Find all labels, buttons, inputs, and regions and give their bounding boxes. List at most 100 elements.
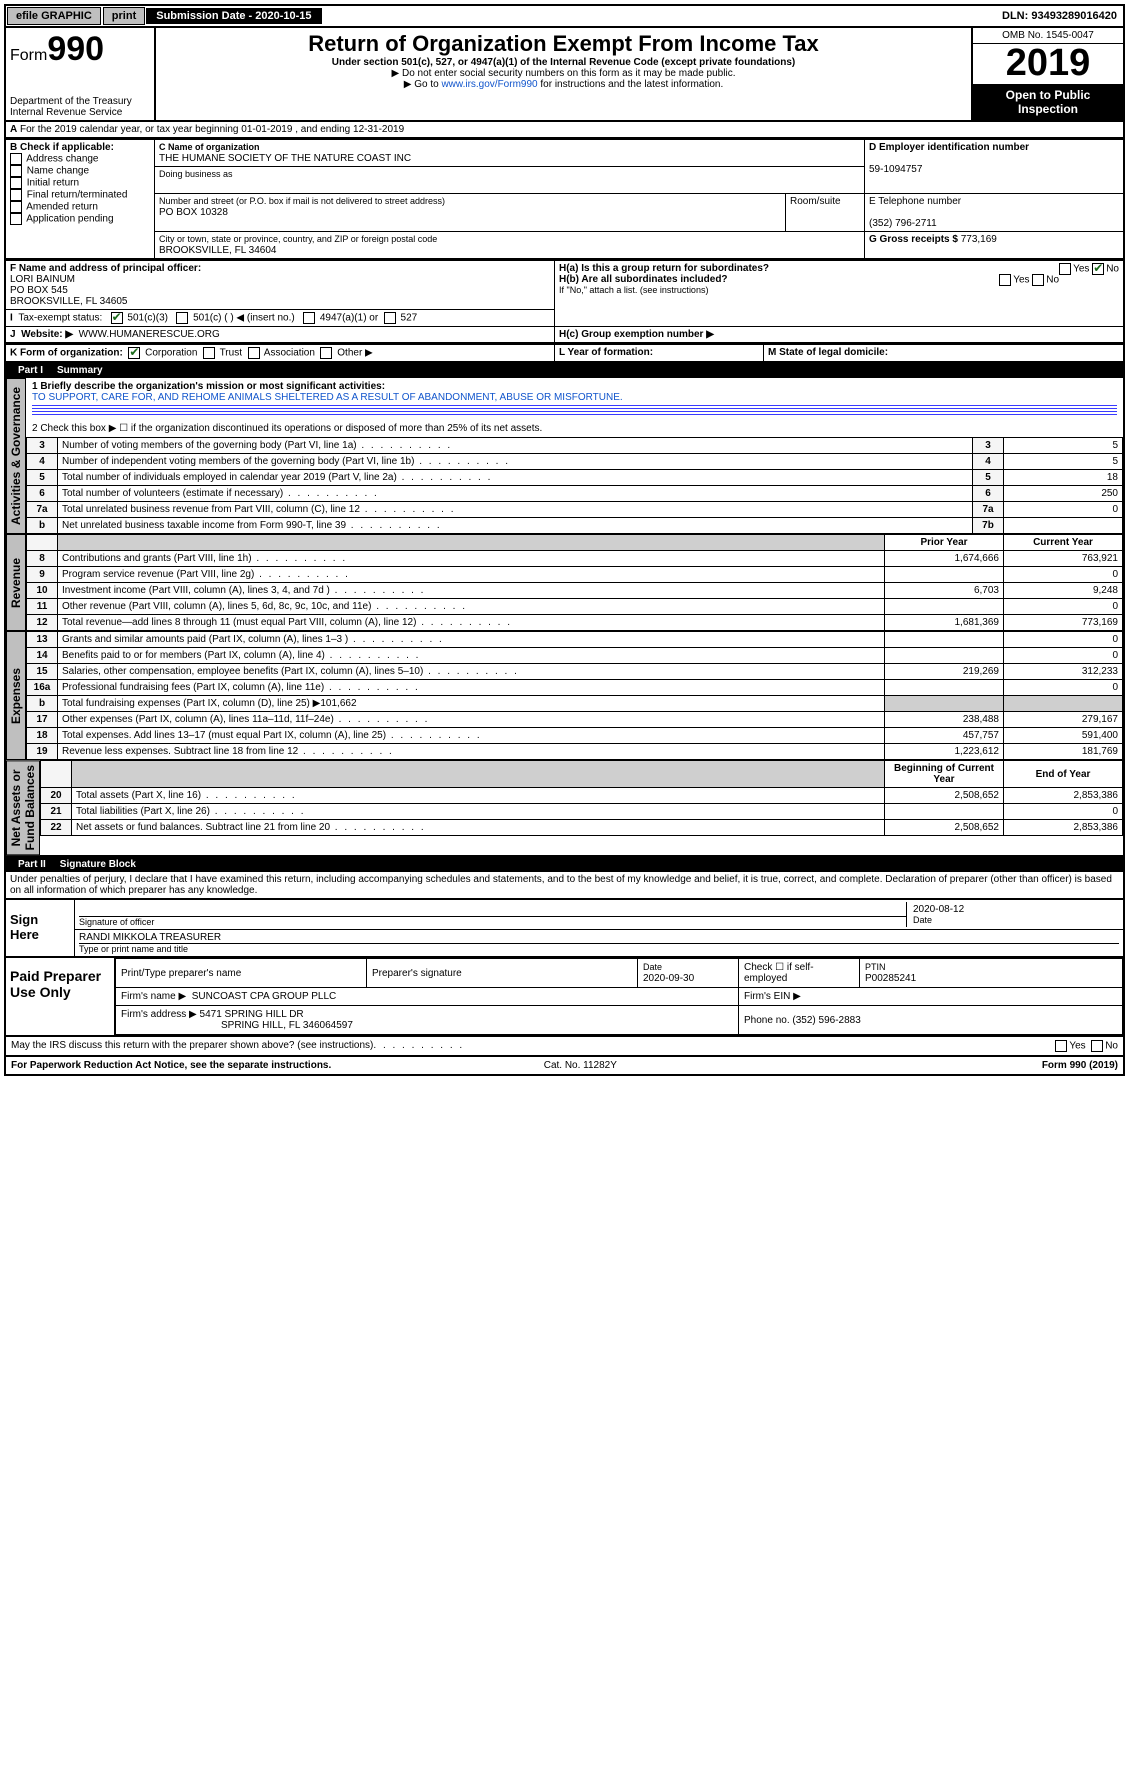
firm-addr2: SPRING HILL, FL 346064597: [221, 1020, 353, 1031]
firm-name: SUNCOAST CPA GROUP PLLC: [192, 991, 337, 1002]
vlabel-expenses: Expenses: [6, 631, 26, 760]
chk-4947[interactable]: [303, 312, 315, 324]
box-c-name-label: C Name of organization: [159, 142, 260, 152]
box-b-item[interactable]: Amended return: [10, 201, 150, 213]
addr-label: Number and street (or P.O. box if mail i…: [159, 196, 445, 206]
cat-no: Cat. No. 11282Y: [544, 1060, 617, 1071]
q1: 1 Briefly describe the organization's mi…: [26, 378, 1123, 420]
table-row: 8Contributions and grants (Part VIII, li…: [27, 551, 1123, 567]
chk-501c3[interactable]: [111, 312, 123, 324]
col-prep-name: Print/Type preparer's name: [116, 959, 367, 988]
table-row: 5Total number of individuals employed in…: [27, 470, 1123, 486]
sign-here-block: Sign Here Signature of officer 2020-08-1…: [4, 900, 1125, 958]
top-toolbar: efile GRAPHIC print Submission Date - 20…: [4, 4, 1125, 28]
box-b-label: B Check if applicable:: [10, 142, 150, 153]
col-self-employed: Check ☐ if self-employed: [739, 959, 860, 988]
chk-discuss-no[interactable]: [1091, 1040, 1103, 1052]
table-row: 11Other revenue (Part VIII, column (A), …: [27, 599, 1123, 615]
tax-year: 2019: [973, 44, 1123, 84]
netassets-rows: Beginning of Current YearEnd of Year20To…: [40, 760, 1123, 836]
table-row: bTotal fundraising expenses (Part IX, co…: [27, 696, 1123, 712]
form-subtitle-3: ▶ Go to www.irs.gov/Form990 for instruct…: [162, 79, 965, 90]
discuss-row: May the IRS discuss this return with the…: [4, 1037, 1125, 1057]
hb-label: H(b) Are all subordinates included? Yes …: [559, 274, 1119, 285]
revenue-rows: Prior YearCurrent Year8Contributions and…: [26, 534, 1123, 631]
sig-date-label: Date: [913, 915, 1113, 925]
table-row: 12Total revenue—add lines 8 through 11 (…: [27, 615, 1123, 631]
chk-other[interactable]: [320, 347, 332, 359]
irs-link[interactable]: www.irs.gov/Form990: [441, 79, 537, 90]
firm-ein-label: Firm's EIN ▶: [739, 988, 1123, 1006]
dba-label: Doing business as: [159, 169, 233, 179]
table-row: 16aProfessional fundraising fees (Part I…: [27, 680, 1123, 696]
row-k: K Form of organization: Corporation Trus…: [4, 344, 1125, 363]
prep-phone: (352) 596-2883: [792, 1015, 860, 1026]
addr-value: PO BOX 10328: [159, 207, 228, 218]
sig-date-value: 2020-08-12: [913, 904, 1113, 915]
col-prep-sig: Preparer's signature: [367, 959, 638, 988]
phone-value: (352) 796-2711: [869, 218, 937, 229]
form-subtitle-1: Under section 501(c), 527, or 4947(a)(1)…: [162, 57, 965, 68]
box-g-label: G Gross receipts $: [869, 234, 958, 245]
chk-discuss-yes[interactable]: [1055, 1040, 1067, 1052]
chk-assoc[interactable]: [248, 347, 260, 359]
box-b-item[interactable]: Initial return: [10, 177, 150, 189]
printed-name: RANDI MIKKOLA TREASURER: [79, 932, 1119, 944]
chk-corp[interactable]: [128, 347, 140, 359]
irs-label: Internal Revenue Service: [10, 107, 150, 118]
paid-preparer-block: Paid Preparer Use Only Print/Type prepar…: [4, 958, 1125, 1037]
chk-trust[interactable]: [203, 347, 215, 359]
box-e-label: E Telephone number: [869, 196, 961, 207]
hc-label: H(c) Group exemption number ▶: [555, 327, 1125, 344]
officer-group-table: F Name and address of principal officer:…: [4, 260, 1125, 344]
mission-text: TO SUPPORT, CARE FOR, AND REHOME ANIMALS…: [32, 392, 623, 403]
table-row: 10Investment income (Part VIII, column (…: [27, 583, 1123, 599]
box-l-label: L Year of formation:: [559, 347, 653, 358]
row-i: I Tax-exempt status: 501(c)(3) 501(c) ( …: [5, 310, 555, 327]
form-footer-label: Form 990 (2019): [1042, 1060, 1118, 1071]
vlabel-governance: Activities & Governance: [6, 378, 26, 534]
table-row: 17Other expenses (Part IX, column (A), l…: [27, 712, 1123, 728]
table-row: 6Total number of volunteers (estimate if…: [27, 486, 1123, 502]
table-row: 14Benefits paid to or for members (Part …: [27, 648, 1123, 664]
city-value: BROOKSVILLE, FL 34604: [159, 245, 276, 256]
governance-rows: 3Number of voting members of the governi…: [26, 437, 1123, 534]
form-title: Return of Organization Exempt From Incom…: [162, 31, 965, 57]
table-row: 13Grants and similar amounts paid (Part …: [27, 632, 1123, 648]
table-row: 15Salaries, other compensation, employee…: [27, 664, 1123, 680]
box-b-item[interactable]: Final return/terminated: [10, 189, 150, 201]
ptin-value: P00285241: [865, 973, 916, 984]
chk-527[interactable]: [384, 312, 396, 324]
vlabel-revenue: Revenue: [6, 534, 26, 631]
row-j: J Website: ▶ WWW.HUMANERESCUE.ORG: [5, 327, 555, 344]
q2: 2 Check this box ▶ ☐ if the organization…: [26, 420, 1123, 437]
box-b-item[interactable]: Name change: [10, 165, 150, 177]
identity-table: B Check if applicable: Address change Na…: [4, 139, 1125, 260]
expense-rows: 13Grants and similar amounts paid (Part …: [26, 631, 1123, 760]
page-footer: For Paperwork Reduction Act Notice, see …: [4, 1057, 1125, 1076]
sig-officer-label: Signature of officer: [79, 917, 906, 927]
dln-label: DLN: 93493289016420: [1002, 10, 1123, 22]
city-label: City or town, state or province, country…: [159, 234, 437, 244]
vlabel-netassets: Net Assets or Fund Balances: [6, 760, 40, 855]
org-name: THE HUMANE SOCIETY OF THE NATURE COAST I…: [159, 153, 411, 164]
box-b-item[interactable]: Application pending: [10, 213, 150, 225]
ha-label: H(a) Is this a group return for subordin…: [559, 263, 1119, 274]
box-d-label: D Employer identification number: [869, 142, 1029, 153]
form-subtitle-2: ▶ Do not enter social security numbers o…: [162, 68, 965, 79]
table-row: 18Total expenses. Add lines 13–17 (must …: [27, 728, 1123, 744]
box-f-label: F Name and address of principal officer:: [10, 263, 201, 274]
print-button[interactable]: print: [103, 7, 145, 25]
firm-addr1: 5471 SPRING HILL DR: [200, 1009, 304, 1020]
part2-header: Part IISignature Block: [6, 857, 1123, 872]
table-row: 3Number of voting members of the governi…: [27, 438, 1123, 454]
printed-label: Type or print name and title: [79, 944, 1119, 954]
box-b-item[interactable]: Address change: [10, 153, 150, 165]
efile-button[interactable]: efile GRAPHIC: [7, 7, 101, 25]
gross-receipts-value: 773,169: [961, 234, 997, 245]
table-row: 22Net assets or fund balances. Subtract …: [41, 820, 1123, 836]
chk-501c[interactable]: [176, 312, 188, 324]
submission-date-label: Submission Date - 2020-10-15: [146, 8, 321, 24]
table-row: 7aTotal unrelated business revenue from …: [27, 502, 1123, 518]
ein-value: 59-1094757: [869, 164, 922, 175]
